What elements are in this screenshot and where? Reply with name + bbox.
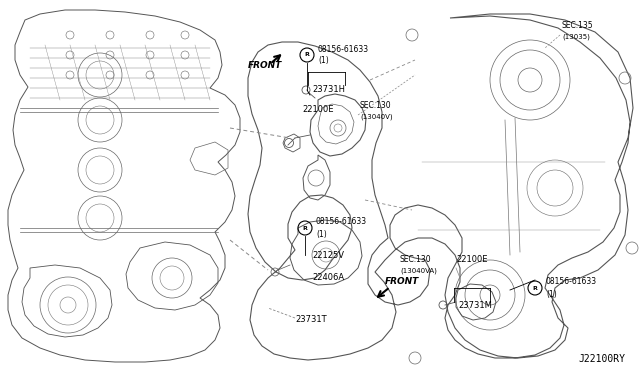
Text: (1): (1) [316, 230, 327, 238]
Text: (1): (1) [546, 289, 557, 298]
Text: J22100RY: J22100RY [578, 354, 625, 364]
Text: FRONT: FRONT [385, 277, 419, 286]
Text: R: R [305, 52, 309, 58]
Text: 22100E: 22100E [302, 105, 333, 114]
Text: 08156-61633: 08156-61633 [546, 278, 597, 286]
Text: SEC.130: SEC.130 [360, 101, 392, 110]
Text: 23731H: 23731H [312, 85, 345, 94]
Text: SEC.135: SEC.135 [562, 21, 594, 30]
Text: (1): (1) [318, 57, 329, 65]
Text: R: R [532, 285, 538, 291]
Text: 23731T: 23731T [295, 315, 326, 324]
Text: 22100E: 22100E [456, 255, 488, 264]
Text: (13040V): (13040V) [360, 113, 392, 119]
Text: (13040VA): (13040VA) [400, 267, 437, 273]
Text: R: R [303, 225, 307, 231]
Text: (13035): (13035) [562, 33, 590, 39]
Text: 22125V: 22125V [312, 251, 344, 260]
Text: 08156-61633: 08156-61633 [318, 45, 369, 54]
Text: 23731M: 23731M [458, 301, 492, 310]
Text: FRONT: FRONT [248, 61, 282, 70]
Text: 08156-61633: 08156-61633 [316, 218, 367, 227]
Text: SEC.130: SEC.130 [400, 255, 431, 264]
Text: 22406A: 22406A [312, 273, 344, 282]
